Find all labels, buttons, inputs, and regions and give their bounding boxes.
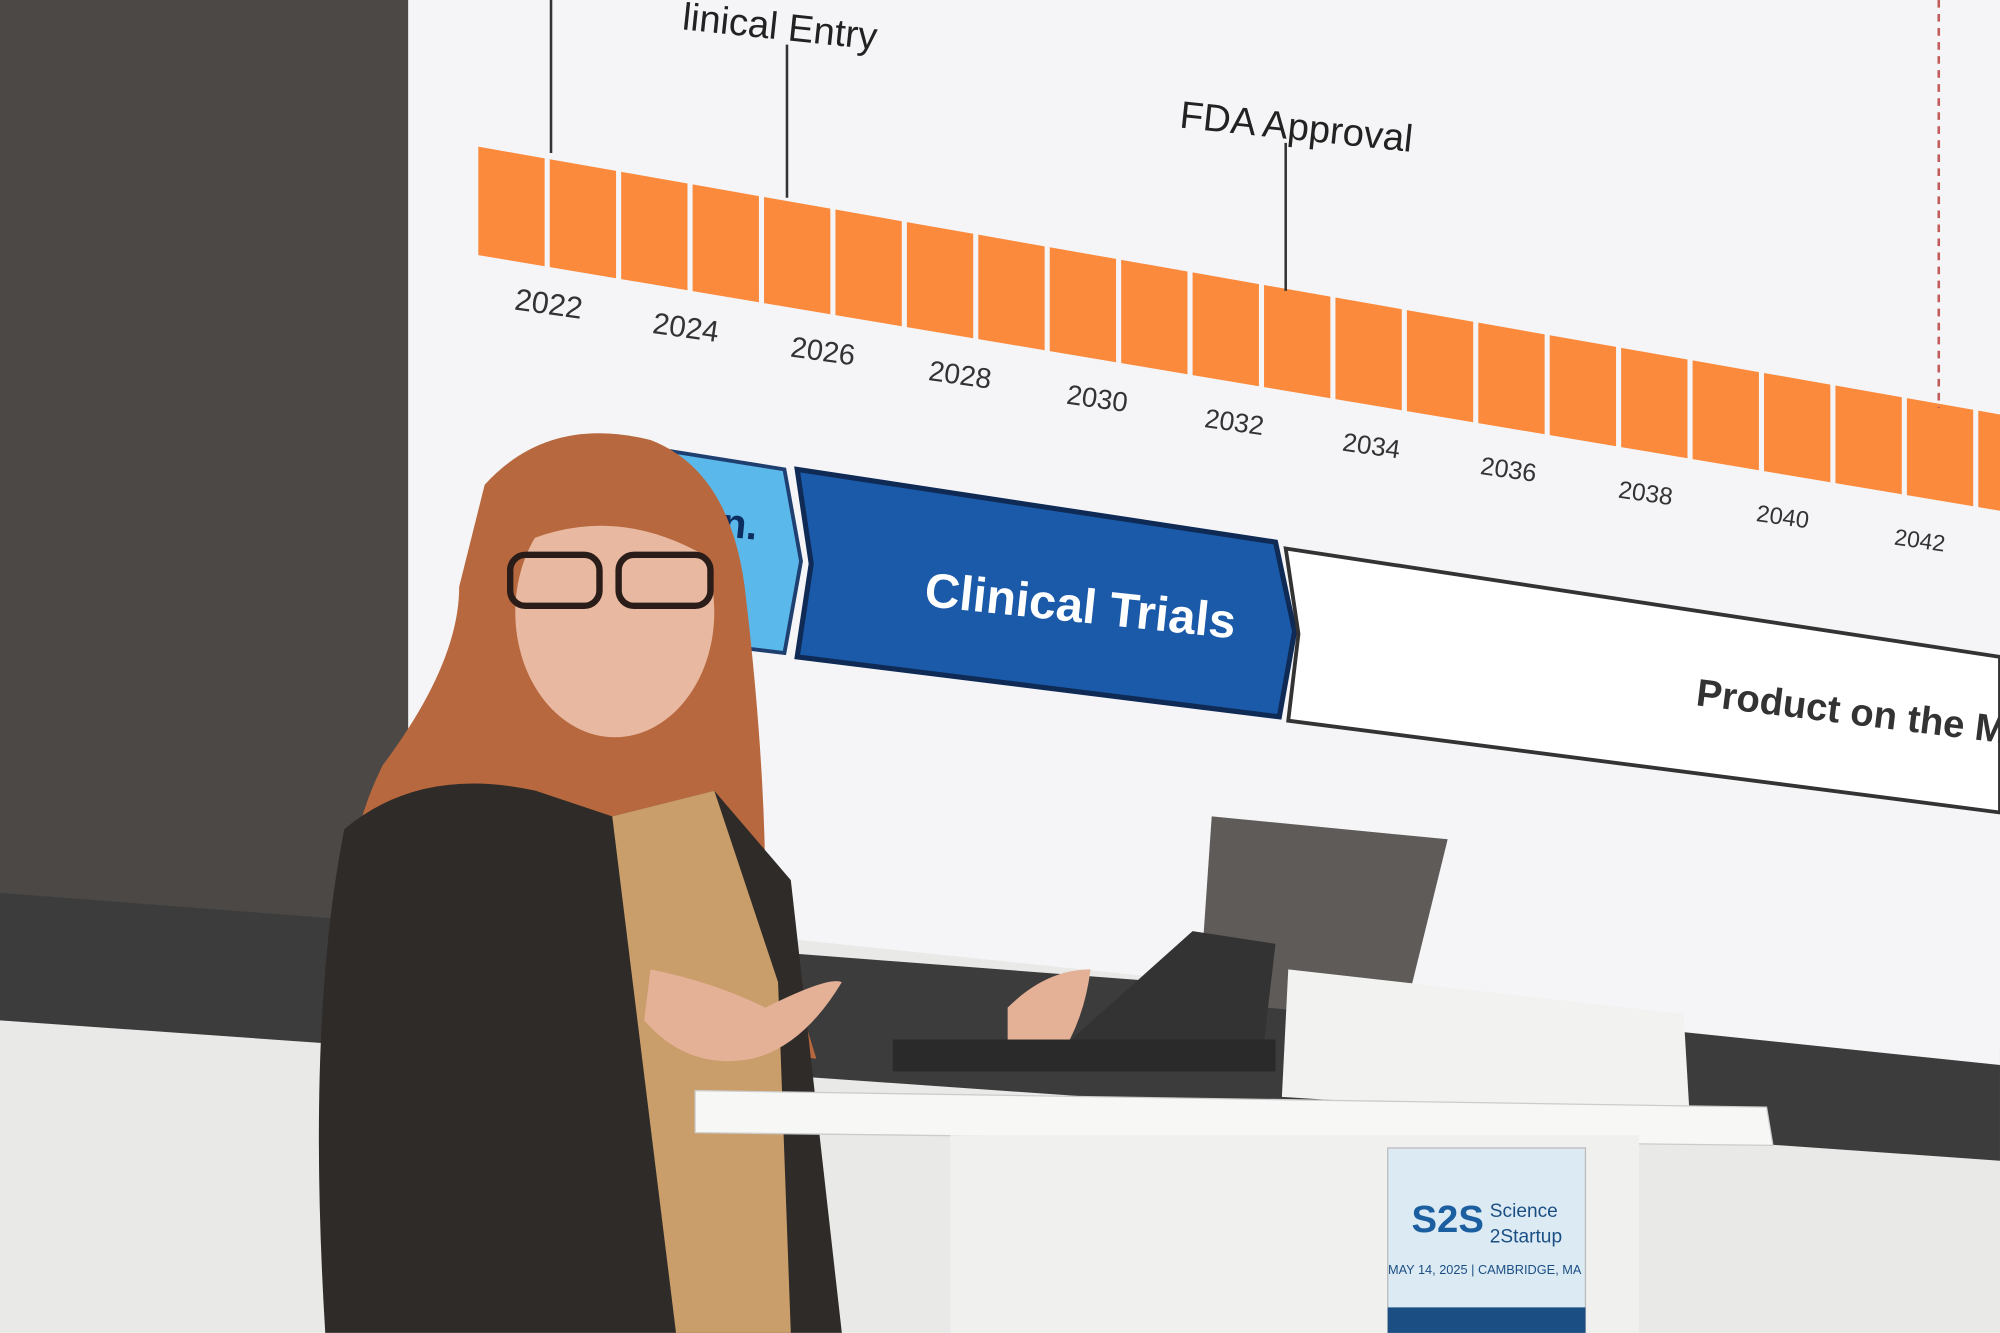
timeline-cell [478, 146, 545, 267]
keyboard [892, 1039, 1276, 1072]
timeline-cell [549, 159, 617, 279]
sign-date: MAY 14, 2025 | CAMBRIDGE, MA [1388, 1262, 1582, 1277]
timeline-cell [906, 222, 974, 339]
timeline-cell [1978, 410, 2000, 511]
sign-name: 2Startup [1490, 1226, 1562, 1247]
timeline-cell [1264, 284, 1331, 399]
podium-sign [1387, 1147, 1587, 1333]
timeline-cell [1692, 360, 1759, 471]
timeline-cell [1478, 322, 1545, 435]
podium-top [694, 1089, 1774, 1147]
timeline-cell [978, 234, 1045, 351]
timeline-cell [1549, 335, 1617, 447]
timeline-cell [1406, 310, 1474, 423]
dark-wall [0, 0, 421, 919]
timeline-cell [1192, 272, 1259, 387]
glasses [507, 551, 603, 610]
timeline-bar [478, 146, 2000, 511]
face [515, 487, 715, 738]
sign-name: Science [1490, 1201, 1558, 1222]
timeline-cell [1621, 347, 1688, 459]
timeline-cell [1121, 259, 1188, 375]
timeline-cell [1049, 247, 1117, 363]
phase-box [1283, 546, 2000, 815]
hair-fringe [503, 466, 715, 562]
sign-band [1387, 1307, 1586, 1333]
timeline-cell [1335, 297, 1402, 411]
timeline-cell [621, 171, 688, 291]
tablet-stand [1071, 931, 1276, 1053]
podium-back [1281, 969, 1691, 1123]
hand [1007, 969, 1091, 1059]
hand [644, 969, 842, 1062]
sweater [612, 790, 791, 1333]
sign-logo: S2S [1412, 1198, 1484, 1241]
timeline-cell [692, 184, 759, 303]
glasses [615, 551, 714, 610]
timeline-cell [1835, 385, 1902, 495]
timeline-cell [835, 209, 902, 327]
timeline-cell [1906, 398, 1974, 507]
timeline-cell [764, 196, 831, 315]
timeline-cell [1764, 372, 1831, 483]
phase-arrow [794, 466, 1298, 720]
